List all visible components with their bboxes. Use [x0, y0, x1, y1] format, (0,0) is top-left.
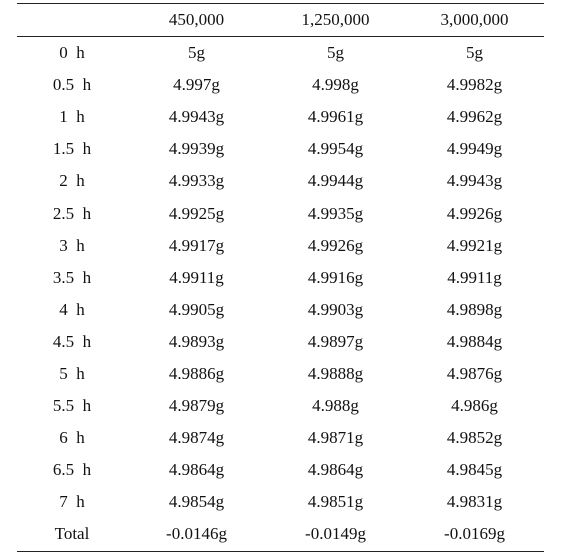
cell: 4.9903g — [307, 299, 364, 319]
cell: 5g — [188, 43, 205, 63]
table-row: 4 h 4.9905g 4.9903g 4.9898g — [17, 294, 544, 326]
table-row: 6 h 4.9874g 4.9871g 4.9852g — [17, 422, 544, 454]
cell: -0.0149g — [266, 518, 405, 552]
cell: 4.986g — [451, 396, 498, 416]
table-row: 0.5 h 4.997g 4.998g 4.9982g — [17, 69, 544, 101]
row-label: 6.5 h — [52, 460, 92, 480]
cell: 4.9831g — [446, 492, 503, 512]
table-row: 0 h 5g 5g 5g — [17, 37, 544, 70]
cell: 4.9897g — [307, 331, 364, 351]
table-row: 3.5 h 4.9911g 4.9916g 4.9911g — [17, 262, 544, 294]
row-label: 6 h — [59, 428, 85, 448]
cell: 4.9879g — [168, 396, 225, 416]
cell: 4.9864g — [307, 460, 364, 480]
table-row: 7 h 4.9854g 4.9851g 4.9831g — [17, 486, 544, 518]
table-row: 1 h 4.9943g 4.9961g 4.9962g — [17, 101, 544, 133]
table-row: Total -0.0146g -0.0149g -0.0169g — [17, 518, 544, 552]
cell: 4.9871g — [307, 428, 364, 448]
table-row: 1.5 h 4.9939g 4.9954g 4.9949g — [17, 133, 544, 165]
cell: 4.9854g — [168, 492, 225, 512]
corner-cell — [17, 3, 127, 37]
cell: 4.9876g — [446, 363, 503, 383]
cell: 4.997g — [173, 75, 220, 95]
cell: 4.9916g — [307, 267, 364, 287]
header-row: 450,000 1,250,000 3,000,000 — [17, 3, 544, 37]
column-header: 3,000,000 — [405, 3, 544, 37]
cell: 4.9949g — [446, 139, 503, 159]
cell: 4.9944g — [307, 171, 364, 191]
cell: 4.9933g — [168, 171, 225, 191]
row-label: 0.5 h — [52, 75, 92, 95]
row-label: 4 h — [59, 299, 85, 319]
row-label: 4.5 h — [52, 331, 92, 351]
cell: 4.9962g — [446, 107, 503, 127]
row-label: 0 h — [59, 43, 85, 63]
cell: 5g — [466, 43, 483, 63]
cell: 4.9921g — [446, 235, 503, 255]
cell: 4.9898g — [446, 299, 503, 319]
cell: 4.9917g — [168, 235, 225, 255]
cell: 4.9886g — [168, 363, 225, 383]
table-container: 450,000 1,250,000 3,000,000 0 h 5g 5g 5g 0.5 h… — [17, 3, 544, 552]
cell: 4.9911g — [447, 267, 502, 287]
table-body: 0 h 5g 5g 5g 0.5 h 4.997g 4.998g 4.9982g 1 h 4.99… — [17, 37, 544, 552]
cell: 4.9893g — [168, 331, 225, 351]
cell: 4.9845g — [446, 460, 503, 480]
cell: 4.9954g — [307, 139, 364, 159]
cell: 4.9961g — [307, 107, 364, 127]
row-label: 1.5 h — [52, 139, 92, 159]
cell: 4.9926g — [307, 235, 364, 255]
table-header: 450,000 1,250,000 3,000,000 — [17, 3, 544, 37]
table-row: 3 h 4.9917g 4.9926g 4.9921g — [17, 230, 544, 262]
row-label: 3 h — [59, 235, 85, 255]
row-label: 5.5 h — [52, 396, 92, 416]
cell: 4.9943g — [168, 107, 225, 127]
cell: 5g — [327, 43, 344, 63]
cell: 4.9925g — [168, 203, 225, 223]
table-row: 6.5 h 4.9864g 4.9864g 4.9845g — [17, 454, 544, 486]
table-row: 2.5 h 4.9925g 4.9935g 4.9926g — [17, 197, 544, 229]
data-table: 450,000 1,250,000 3,000,000 0 h 5g 5g 5g 0.5 h… — [17, 3, 544, 552]
column-header: 450,000 — [127, 3, 266, 37]
cell: 4.9982g — [446, 75, 503, 95]
row-label: 5 h — [59, 363, 85, 383]
table-row: 5.5 h 4.9879g 4.988g 4.986g — [17, 390, 544, 422]
table-row: 4.5 h 4.9893g 4.9897g 4.9884g — [17, 326, 544, 358]
cell: 4.9943g — [446, 171, 503, 191]
row-label: 3.5 h — [52, 267, 92, 287]
row-label: 2.5 h — [52, 203, 92, 223]
cell: -0.0169g — [405, 518, 544, 552]
cell: 4.9935g — [307, 203, 364, 223]
table-row: 5 h 4.9886g 4.9888g 4.9876g — [17, 358, 544, 390]
cell: 4.9851g — [307, 492, 364, 512]
cell: 4.9864g — [168, 460, 225, 480]
column-header: 1,250,000 — [266, 3, 405, 37]
table-row: 2 h 4.9933g 4.9944g 4.9943g — [17, 165, 544, 197]
cell: 4.9884g — [446, 331, 503, 351]
row-label: Total — [17, 518, 127, 552]
cell: 4.988g — [312, 396, 359, 416]
cell: 4.9939g — [168, 139, 225, 159]
cell: -0.0146g — [127, 518, 266, 552]
row-label: 1 h — [59, 107, 85, 127]
cell: 4.9905g — [168, 299, 225, 319]
cell: 4.9874g — [168, 428, 225, 448]
cell: 4.9888g — [307, 363, 364, 383]
row-label: 7 h — [59, 492, 85, 512]
cell: 4.9911g — [169, 267, 224, 287]
cell: 4.9926g — [446, 203, 503, 223]
cell: 4.998g — [312, 75, 359, 95]
row-label: 2 h — [59, 171, 85, 191]
cell: 4.9852g — [446, 428, 503, 448]
